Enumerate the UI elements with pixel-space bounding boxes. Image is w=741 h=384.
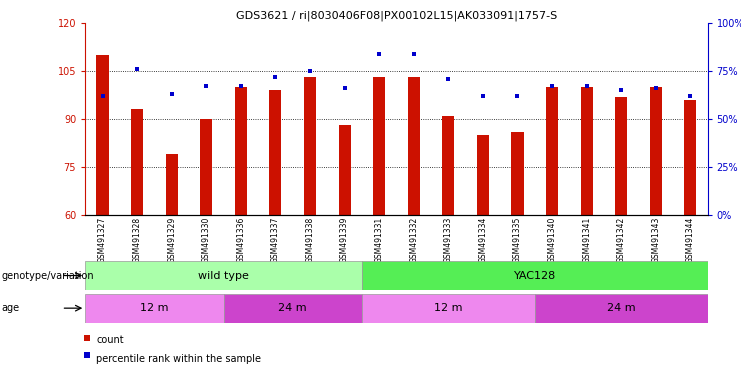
Point	[615, 87, 627, 93]
Point	[131, 66, 143, 72]
Point	[81, 352, 93, 358]
Bar	[304, 78, 316, 215]
Bar	[684, 100, 697, 215]
Bar	[362, 294, 535, 323]
Point	[650, 85, 662, 91]
Bar	[165, 154, 178, 215]
Text: 12 m: 12 m	[434, 303, 462, 313]
Text: 24 m: 24 m	[607, 303, 636, 313]
Point	[511, 93, 523, 99]
Point	[685, 93, 697, 99]
Point	[81, 335, 93, 341]
Bar	[615, 97, 627, 215]
Point	[96, 93, 108, 99]
Text: age: age	[1, 303, 19, 313]
Text: wild type: wild type	[198, 270, 249, 281]
Point	[166, 91, 178, 97]
Bar	[200, 119, 212, 215]
Bar	[442, 116, 454, 215]
Bar	[339, 126, 350, 215]
Bar	[373, 78, 385, 215]
Bar	[511, 132, 523, 215]
Text: count: count	[96, 335, 124, 345]
Text: 24 m: 24 m	[279, 303, 307, 313]
Bar	[235, 87, 247, 215]
Bar	[362, 261, 708, 290]
Point	[304, 68, 316, 74]
Point	[408, 51, 419, 57]
Bar	[224, 294, 362, 323]
Point	[477, 93, 489, 99]
Bar	[131, 109, 143, 215]
Bar	[269, 90, 282, 215]
Point	[339, 85, 350, 91]
Bar	[408, 78, 419, 215]
Bar	[580, 87, 593, 215]
Bar	[476, 135, 489, 215]
Point	[546, 83, 558, 89]
Bar	[546, 87, 558, 215]
Point	[581, 83, 593, 89]
Point	[270, 74, 282, 80]
Bar	[96, 55, 108, 215]
Point	[235, 83, 247, 89]
Point	[442, 76, 454, 82]
Title: GDS3621 / ri|8030406F08|PX00102L15|AK033091|1757-S: GDS3621 / ri|8030406F08|PX00102L15|AK033…	[236, 11, 557, 22]
Text: 12 m: 12 m	[140, 303, 169, 313]
Bar	[535, 294, 708, 323]
Bar	[85, 294, 224, 323]
Text: YAC128: YAC128	[514, 270, 556, 281]
Text: percentile rank within the sample: percentile rank within the sample	[96, 354, 262, 364]
Point	[200, 83, 212, 89]
Text: genotype/variation: genotype/variation	[1, 270, 94, 281]
Bar	[650, 87, 662, 215]
Point	[373, 51, 385, 57]
Bar	[85, 261, 362, 290]
